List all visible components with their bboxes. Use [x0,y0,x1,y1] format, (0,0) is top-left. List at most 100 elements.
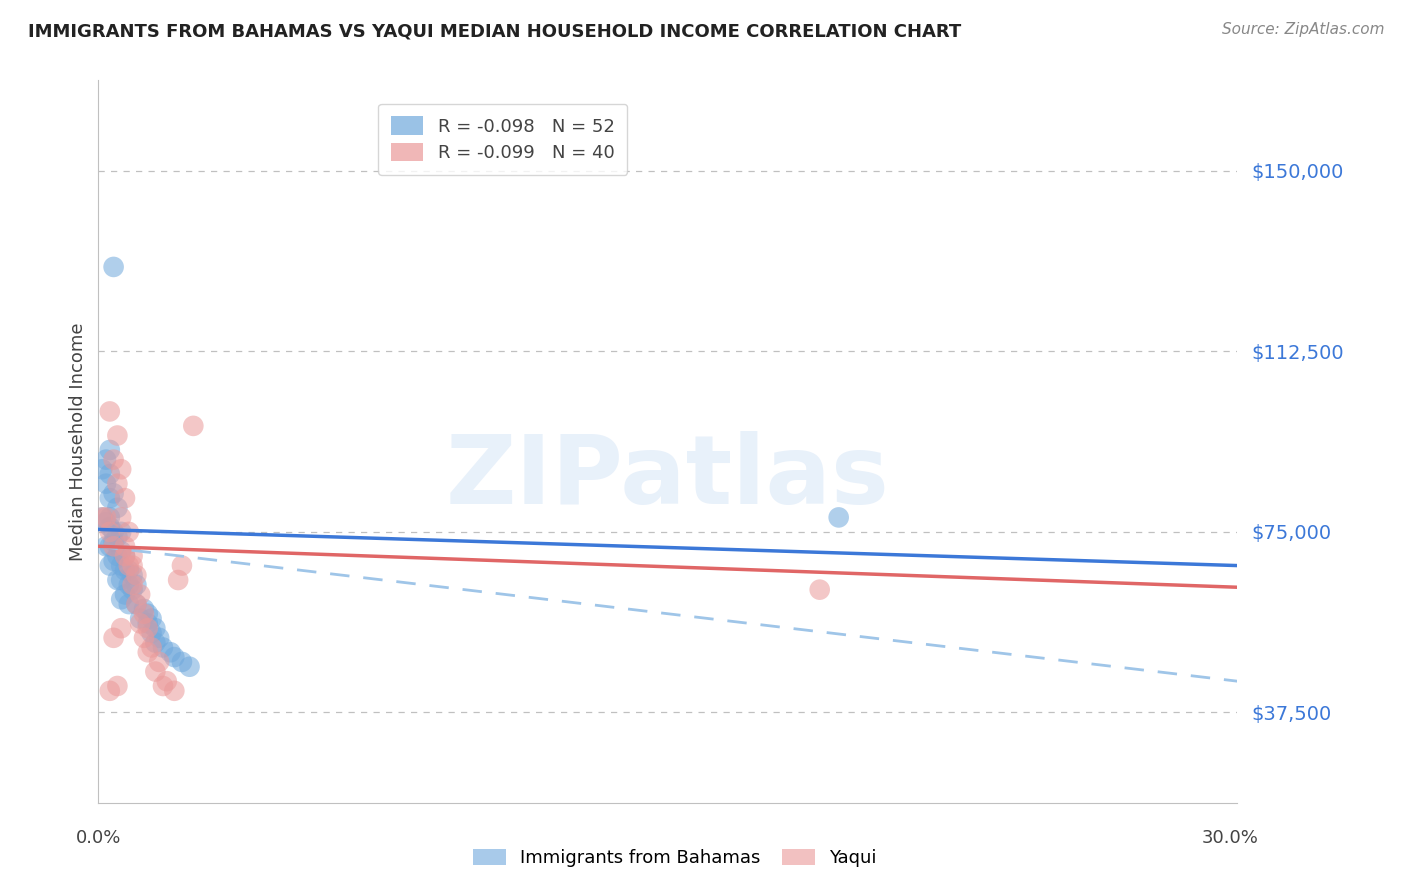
Point [141,626,163,640]
Point [118,563,141,577]
Point [98,442,121,457]
Point [148,631,170,645]
Point [103,554,125,568]
Point [94,539,117,553]
Point [107,549,129,563]
Point [107,573,129,587]
Point [110,510,132,524]
Point [94,452,117,467]
Point [103,631,125,645]
Point [114,491,136,505]
Point [110,621,132,635]
Text: 30.0%: 30.0% [1202,829,1258,847]
Point [156,674,179,689]
Point [103,486,125,500]
Point [152,640,174,655]
Y-axis label: Median Household Income: Median Household Income [69,322,87,561]
Point [118,558,141,573]
Point [121,578,143,592]
Point [136,645,159,659]
Point [121,568,143,582]
Point [98,510,121,524]
Point [110,544,132,558]
Point [103,534,125,549]
Point [114,549,136,563]
Point [121,549,143,563]
Point [141,640,163,655]
Point [110,524,132,539]
Point [145,635,167,649]
Point [125,578,148,592]
Point [136,607,159,621]
Point [179,659,201,673]
Point [125,568,148,582]
Point [103,524,125,539]
Point [98,524,121,539]
Point [98,520,121,534]
Point [114,539,136,553]
Point [132,602,155,616]
Point [98,539,121,553]
Legend: Immigrants from Bahamas, Yaqui: Immigrants from Bahamas, Yaqui [465,841,884,874]
Legend: R = -0.098   N = 52, R = -0.099   N = 40: R = -0.098 N = 52, R = -0.099 N = 40 [378,103,627,175]
Point [110,558,132,573]
Point [114,549,136,563]
Point [98,683,121,698]
Point [98,491,121,505]
Point [94,476,117,491]
Point [107,428,129,442]
Text: IMMIGRANTS FROM BAHAMAS VS YAQUI MEDIAN HOUSEHOLD INCOME CORRELATION CHART: IMMIGRANTS FROM BAHAMAS VS YAQUI MEDIAN … [28,22,962,40]
Point [107,530,129,544]
Point [170,558,193,573]
Point [110,573,132,587]
Point [91,462,114,476]
Point [145,665,167,679]
Point [125,597,148,611]
Point [118,524,141,539]
Point [103,539,125,553]
Text: 0.0%: 0.0% [76,829,121,847]
Point [107,679,129,693]
Point [94,510,117,524]
Point [118,597,141,611]
Point [132,607,155,621]
Point [98,467,121,481]
Point [107,476,129,491]
Point [91,510,114,524]
Point [125,597,148,611]
Text: ZIPatlas: ZIPatlas [446,431,890,524]
Point [118,578,141,592]
Point [94,515,117,529]
Point [167,573,190,587]
Point [129,611,152,625]
Point [103,260,125,274]
Point [136,621,159,635]
Point [103,452,125,467]
Point [98,404,121,418]
Point [121,582,143,597]
Point [107,500,129,515]
Point [136,616,159,631]
Text: Source: ZipAtlas.com: Source: ZipAtlas.com [1222,22,1385,37]
Point [159,645,181,659]
Point [91,510,114,524]
Point [170,655,193,669]
Point [163,650,186,665]
Point [129,616,152,631]
Point [163,683,186,698]
Point [129,587,152,601]
Point [152,679,174,693]
Point [828,510,851,524]
Point [808,582,831,597]
Point [141,611,163,625]
Point [132,631,155,645]
Point [110,462,132,476]
Point [98,558,121,573]
Point [110,592,132,607]
Point [121,558,143,573]
Point [114,587,136,601]
Point [183,418,205,433]
Point [145,621,167,635]
Point [148,655,170,669]
Point [114,563,136,577]
